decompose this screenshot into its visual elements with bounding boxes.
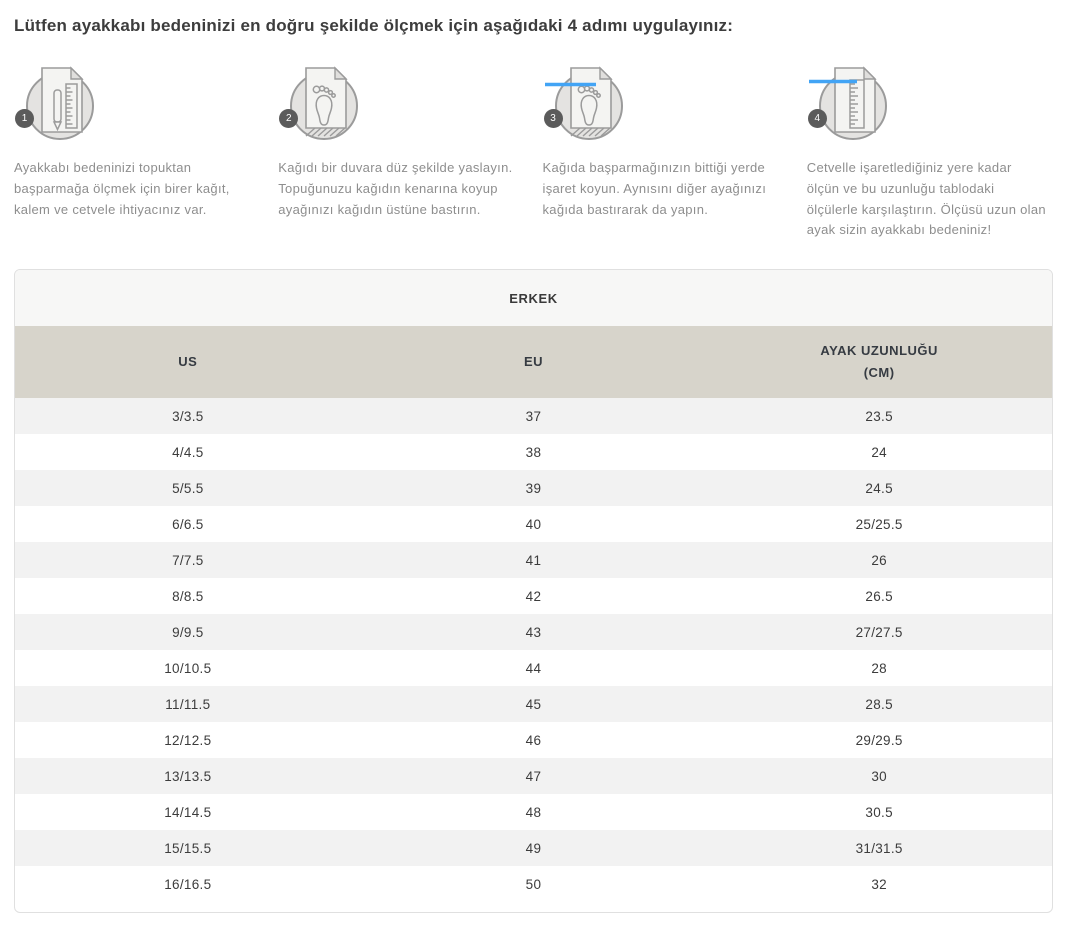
step-1: 1 Ayakkabı bedeninizi topuktan başparmağ… [14,62,260,241]
cell-foot-length: 28.5 [865,696,893,712]
cell-eu: 44 [525,660,542,676]
cell-us: 4/4.5 [172,444,204,460]
table-row: 3/3.5 37 23.5 [15,398,1052,435]
cell-foot-length: 26.5 [865,588,893,604]
toe-mark-line-icon: 3 [543,62,635,142]
table-row: 15/15.5 49 31/31.5 [15,830,1052,867]
cell-eu: 40 [525,516,542,532]
table-row: 9/9.5 43 27/27.5 [15,614,1052,651]
table-row: 14/14.5 48 30.5 [15,794,1052,831]
table-row: 16/16.5 50 32 [15,866,1052,903]
table-row: 11/11.5 45 28.5 [15,686,1052,723]
step-number-badge: 4 [807,109,827,128]
column-header-eu: EU [523,354,544,370]
table-title: ERKEK [15,270,1052,327]
cell-eu: 50 [525,876,542,892]
cell-us: 9/9.5 [172,624,204,640]
step-number-badge: 1 [15,109,34,128]
cell-foot-length: 24 [871,444,887,460]
column-header-us: US [178,354,198,370]
table-row: 4/4.5 38 24 [15,434,1052,471]
column-header-foot-length: AYAK UZUNLUĞU (CM) [820,343,938,381]
step-3: 3 Kağıda başparmağınızın bittiği yerde i… [543,62,789,241]
cell-us: 3/3.5 [172,408,204,424]
table-row: 5/5.5 39 24.5 [15,470,1052,507]
cell-foot-length: 23.5 [865,408,893,424]
cell-eu: 39 [525,480,542,496]
cell-us: 15/15.5 [164,840,212,856]
cell-foot-length: 26 [871,552,887,568]
table-row: 13/13.5 47 30 [15,758,1052,795]
foot-on-paper-icon: 2 [278,62,370,142]
cell-eu: 48 [525,804,542,820]
step-text: Kağıda başparmağınızın bittiği yerde işa… [542,160,767,217]
cell-eu: 46 [525,732,542,748]
table-header-row: US EU AYAK UZUNLUĞU (CM) [15,326,1052,399]
step-2: 2 Kağıdı bir duvara düz şekilde yaslayın… [278,62,524,241]
cell-eu: 49 [525,840,542,856]
cell-us: 6/6.5 [172,516,204,532]
cell-foot-length: 31/31.5 [855,840,903,856]
cell-us: 8/8.5 [172,588,204,604]
table-row: 7/7.5 41 26 [15,542,1052,579]
cell-us: 16/16.5 [164,876,212,892]
size-table: ERKEK US EU AYAK UZUNLUĞU (CM) 3/3.5 37 … [14,269,1053,914]
cell-foot-length: 27/27.5 [855,624,903,640]
cell-eu: 42 [525,588,542,604]
table-row: 12/12.5 46 29/29.5 [15,722,1052,759]
step-number-badge: 3 [543,109,563,128]
cell-us: 10/10.5 [164,660,212,676]
cell-foot-length: 25/25.5 [855,516,903,532]
table-row: 8/8.5 42 26.5 [15,578,1052,615]
cell-us: 12/12.5 [164,732,212,748]
paper-pen-ruler-icon: 1 [14,62,106,142]
cell-eu: 38 [525,444,542,460]
cell-foot-length: 28 [871,660,887,676]
step-text: Ayakkabı bedeninizi topuktan başparmağa … [14,160,230,217]
cell-foot-length: 30 [871,768,887,784]
cell-foot-length: 32 [871,876,887,892]
step-text: Cetvelle işaretlediğiniz yere kadar ölçü… [806,160,1046,238]
cell-foot-length: 30.5 [865,804,893,820]
step-text: Kağıdı bir duvara düz şekilde yaslayın. … [278,160,513,217]
ruler-measure-icon: 4 [807,62,899,142]
table-body: 3/3.5 37 23.5 4/4.5 38 24 5/5.5 39 24.5 … [15,398,1052,903]
cell-foot-length: 24.5 [865,480,893,496]
cell-us: 5/5.5 [172,480,204,496]
step-4: 4 Cetvelle işaretlediğiniz yere kadar öl… [807,62,1053,241]
cell-foot-length: 29/29.5 [855,732,903,748]
cell-eu: 45 [525,696,542,712]
cell-eu: 37 [525,408,542,424]
table-row: 6/6.5 40 25/25.5 [15,506,1052,543]
cell-eu: 41 [525,552,542,568]
steps-row: 1 Ayakkabı bedeninizi topuktan başparmağ… [14,62,1053,241]
cell-us: 13/13.5 [164,768,212,784]
page-title: Lütfen ayakkabı bedeninizi en doğru şeki… [14,16,734,35]
cell-us: 14/14.5 [164,804,212,820]
cell-eu: 47 [525,768,542,784]
cell-eu: 43 [525,624,542,640]
step-number-badge: 2 [279,109,299,128]
cell-us: 7/7.5 [172,552,204,568]
table-row: 10/10.5 44 28 [15,650,1052,687]
cell-us: 11/11.5 [165,696,211,712]
